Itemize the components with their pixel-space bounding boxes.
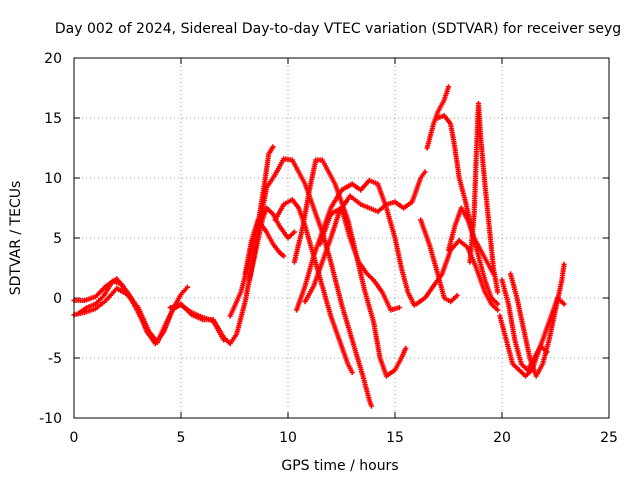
- y-axis-title: SDTVAR / TECUs: [8, 181, 24, 296]
- series-track-21: [499, 277, 550, 373]
- series-track-6: [242, 217, 287, 277]
- data-point-markers: [75, 278, 158, 343]
- x-tick-label: 20: [493, 430, 511, 446]
- y-tick-label: -10: [39, 411, 62, 427]
- y-tick-label: 10: [44, 171, 62, 187]
- series-track-14: [418, 217, 460, 305]
- data-point-markers: [317, 205, 402, 313]
- series-track-17: [467, 101, 501, 295]
- data-point-markers: [445, 205, 496, 277]
- series-track-7: [246, 205, 297, 283]
- data-point-markers: [424, 84, 452, 151]
- series-track-11: [302, 169, 428, 305]
- data-point-markers: [435, 113, 501, 307]
- data-point-markers: [508, 261, 567, 379]
- data-point-markers: [272, 197, 355, 375]
- x-tick-label: 0: [70, 430, 79, 446]
- series-track-18: [445, 205, 496, 277]
- data-point-markers: [302, 169, 428, 305]
- data-point-markers: [467, 101, 501, 295]
- data-point-markers: [499, 277, 550, 373]
- chart-title: Day 002 of 2024, Sidereal Day-to-day VTE…: [55, 21, 621, 37]
- data-point-markers: [242, 217, 287, 277]
- x-tick-label: 25: [600, 430, 618, 446]
- y-tick-label: -5: [48, 351, 62, 367]
- data-point-markers: [246, 205, 297, 283]
- series-track-3: [75, 278, 158, 343]
- series-track-16: [435, 113, 501, 307]
- y-tick-label: 0: [53, 291, 62, 307]
- plot-frame: [73, 57, 610, 419]
- series-track-20: [508, 261, 567, 379]
- y-tick-label: 20: [44, 51, 62, 67]
- series-track-12: [317, 205, 402, 313]
- data-point-markers: [418, 217, 460, 305]
- data-marks: [71, 84, 567, 409]
- x-tick-label: 5: [177, 430, 186, 446]
- series-track-8: [272, 197, 355, 375]
- series-track-15: [424, 84, 452, 151]
- series-track-4: [167, 302, 227, 343]
- y-tick-label: 5: [53, 231, 62, 247]
- series-track-13: [413, 237, 501, 313]
- axis-ticks: 0 5 10 15 20 25 -10 -5 0 5 10 15 20: [39, 51, 618, 446]
- y-tick-label: 15: [44, 111, 62, 127]
- data-point-markers: [167, 302, 227, 343]
- x-axis-title: GPS time / hours: [281, 458, 398, 474]
- x-tick-label: 15: [386, 430, 404, 446]
- data-point-markers: [413, 237, 501, 313]
- x-tick-label: 10: [279, 430, 297, 446]
